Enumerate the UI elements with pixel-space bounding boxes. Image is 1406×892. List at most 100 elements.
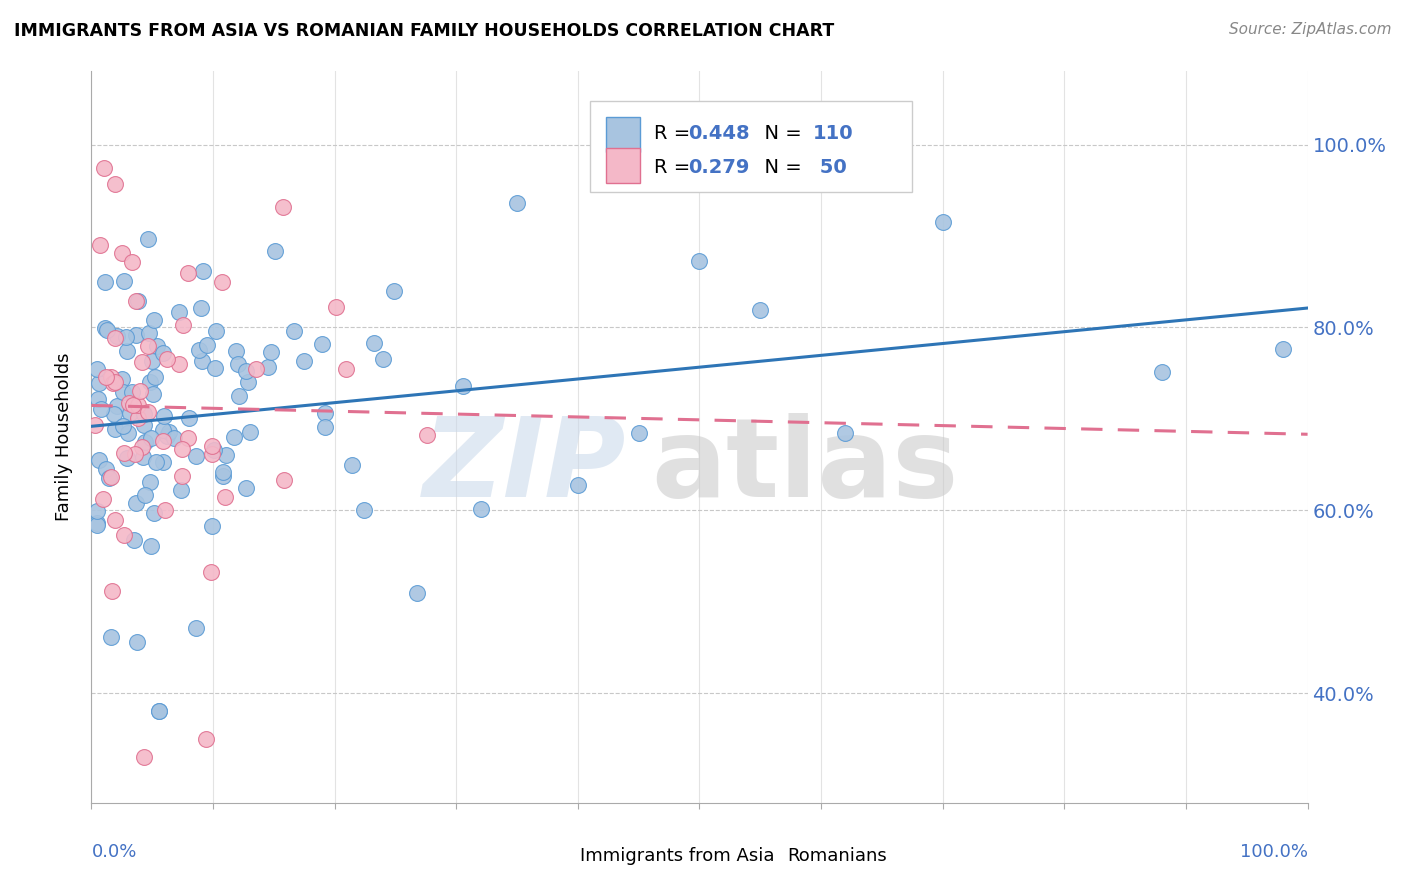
Point — [283, 324, 305, 338]
Point — [152, 346, 174, 360]
Point — [157, 425, 180, 440]
Point — [94, 275, 117, 289]
Point — [125, 293, 148, 308]
Point — [94, 462, 117, 476]
Point — [142, 506, 165, 520]
Point — [152, 409, 174, 423]
Point — [238, 375, 260, 389]
Point — [143, 369, 166, 384]
Point — [142, 386, 165, 401]
Point — [148, 705, 170, 719]
Point — [145, 455, 167, 469]
Point — [86, 504, 108, 518]
Point — [506, 196, 529, 211]
Point — [226, 357, 249, 371]
Point — [146, 338, 169, 352]
Text: 0.448: 0.448 — [689, 124, 751, 143]
Point — [125, 328, 148, 343]
Point — [143, 313, 166, 327]
Point — [138, 405, 160, 419]
Point — [111, 384, 134, 399]
Point — [87, 376, 110, 391]
Point — [688, 253, 710, 268]
Point — [201, 519, 224, 533]
Text: IMMIGRANTS FROM ASIA VS ROMANIAN FAMILY HOUSEHOLDS CORRELATION CHART: IMMIGRANTS FROM ASIA VS ROMANIAN FAMILY … — [14, 22, 834, 40]
Point — [184, 450, 207, 464]
Point — [292, 354, 315, 368]
Point — [235, 481, 257, 495]
Point — [177, 431, 200, 445]
Point — [104, 422, 127, 436]
Point — [117, 344, 139, 359]
Point — [202, 442, 225, 457]
Text: R =: R = — [654, 158, 697, 177]
Point — [259, 345, 281, 359]
Point — [132, 750, 155, 764]
Point — [222, 430, 245, 444]
FancyBboxPatch shape — [591, 101, 912, 192]
Point — [314, 406, 336, 420]
Point — [225, 343, 247, 358]
Point — [363, 336, 385, 351]
Point — [141, 539, 163, 553]
FancyBboxPatch shape — [606, 148, 640, 183]
Point — [132, 450, 155, 464]
Point — [834, 425, 856, 440]
Point — [172, 469, 194, 483]
Point — [212, 465, 235, 479]
Point — [167, 304, 190, 318]
Point — [94, 369, 117, 384]
Point — [111, 246, 134, 260]
Point — [245, 362, 267, 376]
Point — [139, 375, 162, 389]
Point — [131, 440, 153, 454]
Point — [86, 517, 108, 532]
Point — [117, 396, 139, 410]
Point — [627, 426, 650, 441]
Point — [127, 293, 149, 308]
Point — [156, 352, 179, 367]
Point — [156, 429, 179, 443]
Point — [100, 630, 122, 644]
Point — [121, 254, 143, 268]
Point — [134, 434, 156, 449]
Point — [127, 411, 149, 425]
Text: 0.279: 0.279 — [689, 158, 749, 177]
Point — [340, 458, 363, 472]
Point — [167, 357, 190, 371]
Text: Romanians: Romanians — [787, 847, 887, 865]
Point — [152, 423, 174, 437]
Point — [172, 318, 194, 332]
Point — [107, 329, 129, 343]
Point — [94, 321, 117, 335]
Point — [228, 389, 250, 403]
Point — [325, 301, 347, 315]
Point — [163, 432, 186, 446]
Point — [86, 516, 108, 530]
Point — [84, 417, 107, 432]
Point — [311, 337, 333, 351]
Point — [212, 468, 235, 483]
Point — [125, 635, 148, 649]
Point — [104, 330, 127, 344]
Point — [214, 490, 236, 504]
Point — [239, 425, 262, 439]
Point — [567, 478, 589, 492]
Point — [124, 447, 146, 461]
Point — [931, 215, 953, 229]
Point — [100, 470, 122, 484]
Point — [190, 301, 212, 315]
Point — [148, 705, 170, 719]
Point — [136, 339, 159, 353]
Point — [177, 266, 200, 280]
FancyBboxPatch shape — [606, 117, 640, 152]
Point — [90, 402, 112, 417]
Point — [371, 351, 394, 366]
Point — [93, 161, 115, 175]
Point — [215, 448, 238, 462]
Point — [132, 407, 155, 421]
Text: atlas: atlas — [651, 413, 959, 520]
Y-axis label: Family Households: Family Households — [55, 353, 73, 521]
Point — [101, 376, 124, 391]
FancyBboxPatch shape — [754, 843, 780, 871]
